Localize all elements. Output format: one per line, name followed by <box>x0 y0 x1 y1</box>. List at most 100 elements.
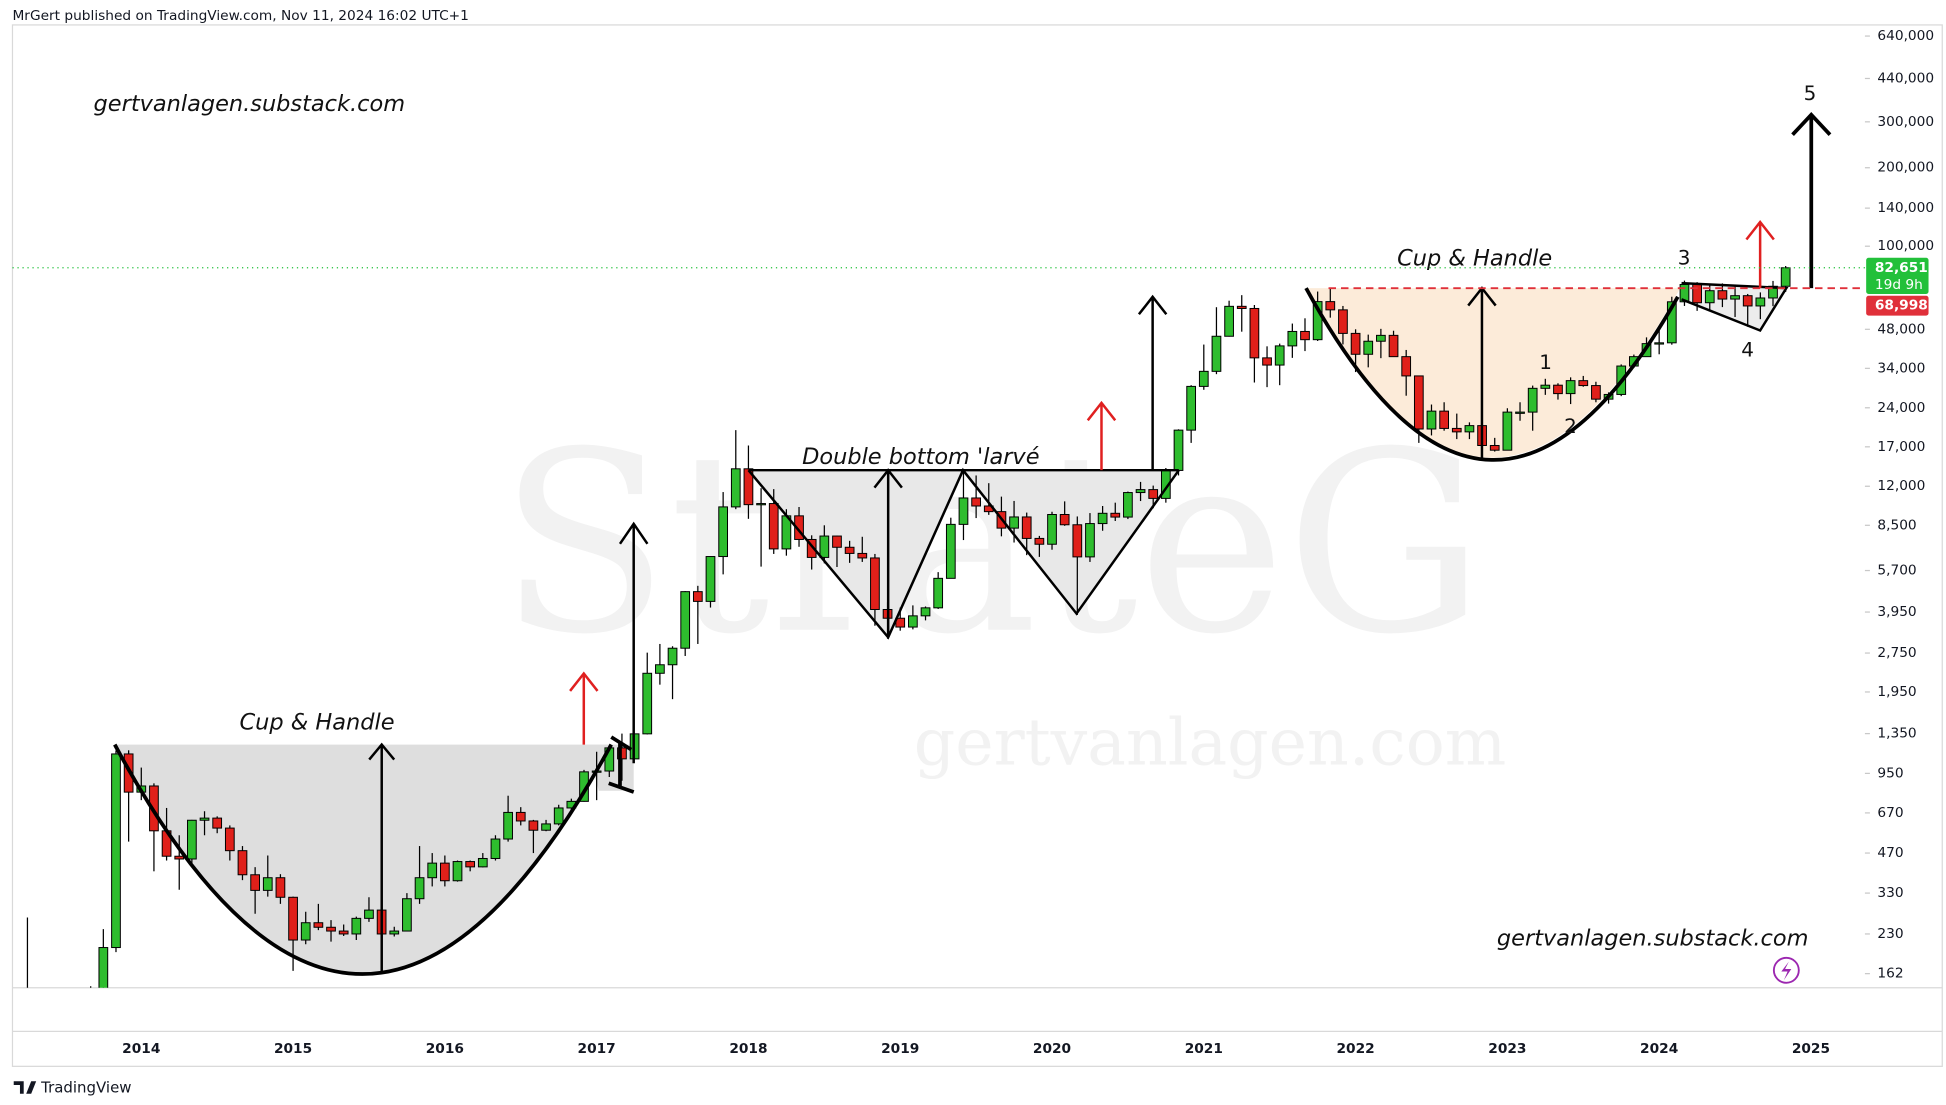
candle-body <box>1085 523 1095 558</box>
candle-body <box>477 857 488 868</box>
candle-body <box>1363 340 1374 355</box>
candle-body <box>718 506 729 558</box>
candle-body <box>1654 342 1665 345</box>
candle-body <box>465 861 476 868</box>
chart-frame <box>11 24 1943 1067</box>
candle-body <box>1591 385 1601 400</box>
y-tick-label: 100,000 <box>1877 238 1934 254</box>
pattern-lines <box>113 112 1832 976</box>
x-tick-label: 2015 <box>274 1041 312 1057</box>
candle-body <box>933 577 944 609</box>
y-tick-label: 330 <box>1877 885 1903 901</box>
candle-body <box>414 877 425 900</box>
candle-body <box>212 817 223 829</box>
wave-label: 1 <box>1539 350 1552 374</box>
candle-body <box>1059 514 1070 526</box>
candle-body <box>1578 380 1589 387</box>
x-tick-label: 2025 <box>1792 1041 1830 1057</box>
candle-body <box>1527 387 1538 413</box>
y-tick-label: 670 <box>1877 805 1903 821</box>
logo-mark[interactable] <box>13 1081 37 1094</box>
alert-bolt[interactable] <box>1781 961 1792 981</box>
y-tick-label: 24,000 <box>1877 400 1925 416</box>
publish-header: MrGert published on TradingView.com, Nov… <box>12 8 468 24</box>
y-tick-label: 440,000 <box>1877 70 1934 86</box>
candle-body <box>351 917 362 935</box>
candle-body <box>806 538 817 558</box>
candle-body <box>705 556 716 602</box>
candle-body <box>794 515 804 540</box>
breakout-arrow <box>1745 219 1775 289</box>
candle-body <box>1211 335 1222 372</box>
candle-body <box>1553 384 1563 395</box>
alert-icon[interactable] <box>1772 956 1800 984</box>
logo-text[interactable]: TradingView <box>40 1079 131 1097</box>
watermark: StrateG <box>499 398 1485 689</box>
y-tick-label: 5,700 <box>1877 563 1916 579</box>
candle-body <box>1515 411 1525 414</box>
y-tick-label: 17,000 <box>1877 439 1925 455</box>
candle-body <box>300 922 311 941</box>
candle-body <box>1704 290 1715 304</box>
candle-body <box>402 898 412 932</box>
candle-body <box>1009 516 1019 529</box>
y-tick-label: 2,750 <box>1877 645 1916 661</box>
candle-body <box>832 535 842 548</box>
candle-body <box>111 753 121 949</box>
candle-body <box>1186 385 1197 431</box>
candle-body <box>1224 305 1234 337</box>
wave-label: 5 <box>1804 81 1817 105</box>
candle-body <box>1249 307 1260 359</box>
y-tick-label: 8,500 <box>1877 517 1916 533</box>
candle-body <box>1692 284 1702 304</box>
candle-body <box>1502 411 1513 451</box>
candle-body <box>1287 330 1298 347</box>
tradingview-logo[interactable]: TradingView <box>13 1079 132 1097</box>
candle-body <box>338 930 349 935</box>
candle-body <box>439 862 450 882</box>
candle-body <box>958 497 969 525</box>
x-tick-label: 2014 <box>122 1041 160 1057</box>
x-tick-label: 2022 <box>1336 1041 1374 1057</box>
x-tick-label: 2016 <box>426 1041 464 1057</box>
candle-body <box>1388 334 1399 358</box>
double-bottom-lines <box>747 467 1180 640</box>
annotation: gertvanlagen.substack.com <box>1497 925 1809 951</box>
wave-label: 4 <box>1741 338 1754 362</box>
y-tick-label: 1,350 <box>1877 726 1916 742</box>
breakout-arrow <box>1086 400 1117 471</box>
candle-body <box>692 591 703 602</box>
candle-body <box>1742 295 1753 307</box>
candle-body <box>389 930 400 935</box>
candle-body <box>187 819 197 860</box>
y-tick-label: 1,950 <box>1877 684 1916 700</box>
candle-body <box>1110 512 1121 518</box>
candle-body <box>971 497 981 507</box>
x-tick-label: 2021 <box>1185 1041 1223 1057</box>
candle-body <box>528 820 539 831</box>
cup-curve <box>1304 287 1680 462</box>
candle-body <box>1780 267 1791 287</box>
candle-body <box>1376 334 1386 342</box>
candle-body <box>617 747 627 760</box>
candle-body <box>262 877 273 891</box>
price-label: 68,998 <box>1875 298 1928 314</box>
candle-body <box>1312 301 1323 341</box>
candle-body <box>1300 330 1310 341</box>
candle-body <box>288 896 298 941</box>
candle-body <box>503 811 513 840</box>
target-arrow <box>618 521 649 764</box>
annotation: Double bottom 'larvé <box>802 444 1039 470</box>
candle-body <box>743 468 754 506</box>
candle-body <box>667 647 678 666</box>
y-tick-label: 162 <box>1877 966 1903 982</box>
candle-body <box>1072 524 1083 558</box>
y-tick-label: 230 <box>1877 926 1903 942</box>
candle-body <box>1236 305 1247 309</box>
candle-body <box>364 909 374 919</box>
candle-body <box>1426 410 1437 430</box>
candle-body <box>1047 514 1057 545</box>
candle-body <box>642 672 653 735</box>
candle-body <box>1198 370 1209 387</box>
